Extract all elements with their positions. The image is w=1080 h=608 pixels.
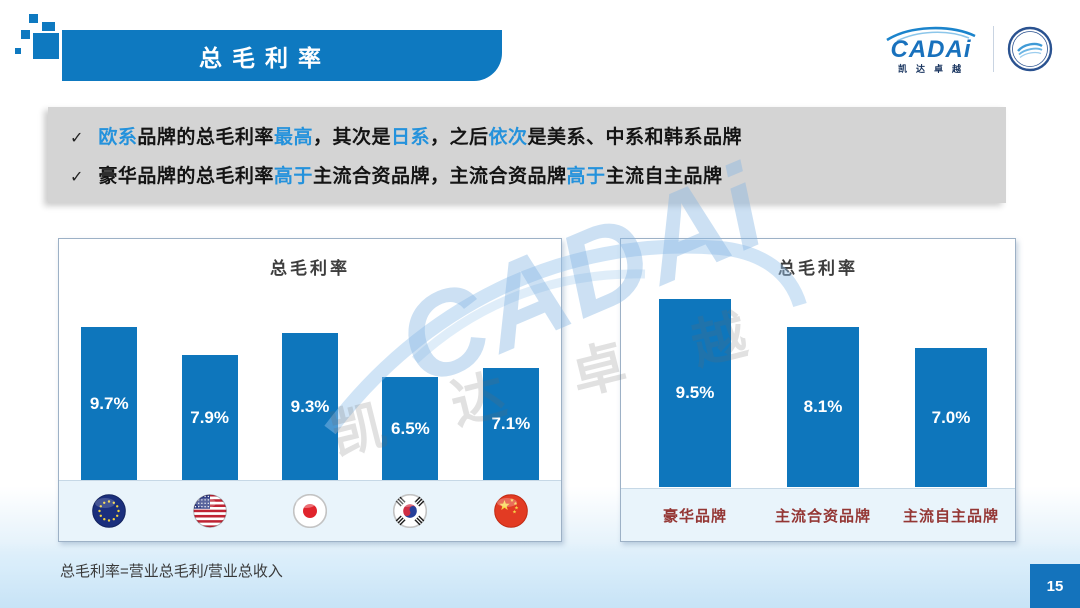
bullet-item: ✓ 豪华品牌的总毛利率高于主流合资品牌，主流合资品牌高于主流自主品牌 (70, 161, 984, 188)
bar: 6.5% (382, 377, 439, 480)
category-cell: 主流自主品牌 (887, 505, 1015, 526)
bar-value-label: 9.5% (675, 383, 715, 402)
bar-chart-by-origin: 9.7% 7.9% 9.3% 6.5% 7.1% (59, 239, 561, 480)
key-findings-box: ✓ 欧系品牌的总毛利率最高，其次是日系，之后依次是美系、中系和韩系品牌 ✓ 豪华品牌的… (48, 107, 1006, 203)
logo-divider (993, 26, 994, 72)
category-label: 主流合资品牌 (774, 507, 871, 525)
category-cell: 主流合资品牌 (759, 505, 887, 526)
category-axis-strip: 豪华品牌 主流合资品牌 主流自主品牌 (621, 488, 1015, 541)
category-cell: 豪华品牌 (631, 505, 759, 526)
deco-square (15, 48, 21, 54)
bar-column: 6.5% (360, 239, 460, 480)
bar-value-label: 9.3% (290, 396, 330, 416)
chart-title: 总毛利率 (778, 259, 858, 278)
bar-column: 9.3% (260, 239, 360, 480)
category-label: 主流自主品牌 (902, 507, 999, 525)
chart-panel-by-tier: 9.5% 8.1% 7.0% 总毛利率 豪华品牌 主流合资品牌 主流自主品牌 (620, 238, 1016, 542)
flag-cell (59, 494, 159, 528)
eu-flag-icon (92, 494, 127, 528)
bottom-decor-band (0, 542, 1080, 608)
title-banner: 总毛利率 (62, 30, 502, 81)
bar-value-label: 7.1% (491, 414, 531, 433)
flag-cell (159, 494, 259, 528)
page-title: 总毛利率 (199, 44, 331, 71)
bar-column: 7.9% (159, 239, 259, 480)
bar-value-label: 7.9% (190, 407, 229, 427)
cadai-brand-text: CADAi (890, 36, 972, 63)
chart-panel-by-origin: 9.7% 7.9% 9.3% 6.5% 7.1% 总毛利率 (58, 238, 562, 542)
check-icon: ✓ (70, 130, 84, 148)
car-swoosh-icon (886, 26, 976, 42)
korea-flag-icon (393, 494, 428, 528)
deco-square (29, 14, 38, 23)
bar: 7.0% (915, 348, 987, 487)
china-flag-icon (494, 494, 528, 528)
page-number: 15 (1030, 564, 1080, 608)
logo-group: CADAi 凯达卓越 (881, 22, 1054, 76)
us-flag-icon (192, 494, 227, 528)
bullet-item: ✓ 欧系品牌的总毛利率最高，其次是日系，之后依次是美系、中系和韩系品牌 (70, 122, 984, 149)
flag-cell (360, 494, 460, 528)
bar-value-label: 6.5% (391, 418, 430, 438)
bullet-text: 欧系品牌的总毛利率最高，其次是日系，之后依次是美系、中系和韩系品牌 (98, 127, 743, 149)
bar-value-label: 9.7% (89, 393, 129, 413)
cadai-logo: CADAi 凯达卓越 (881, 24, 981, 74)
japan-flag-icon (293, 494, 328, 528)
chart-title: 总毛利率 (270, 259, 350, 278)
bar: 7.1% (482, 368, 539, 480)
check-icon: ✓ (70, 168, 84, 186)
footnote: 总毛利率=营业总毛利/营业总收入 (60, 563, 283, 580)
bar-column: 8.1% (759, 239, 887, 487)
bar: 8.1% (787, 327, 859, 487)
flag-axis-strip (59, 480, 561, 541)
flag-cell (260, 494, 360, 528)
bar-chart-by-tier: 9.5% 8.1% 7.0% (621, 239, 1015, 487)
category-label: 豪华品牌 (662, 507, 727, 525)
deco-square (31, 31, 61, 61)
bar: 9.5% (659, 299, 731, 487)
bar-column: 7.0% (887, 239, 1015, 487)
bar-column: 9.5% (631, 239, 759, 487)
bar-column: 9.7% (59, 239, 159, 480)
bullet-text: 豪华品牌的总毛利率高于主流合资品牌，主流合资品牌高于主流自主品牌 (98, 165, 723, 187)
bar-value-label: 8.1% (803, 397, 843, 416)
bar: 9.7% (81, 327, 138, 480)
bar-column: 7.1% (461, 239, 561, 480)
badge-logo-icon (1007, 26, 1053, 72)
bar: 9.3% (282, 333, 339, 480)
deco-square (21, 30, 30, 39)
bar-value-label: 7.0% (931, 407, 971, 427)
bar: 7.9% (181, 355, 238, 480)
cadai-brand-subtext: 凯达卓越 (897, 64, 970, 74)
flag-cell (461, 494, 561, 528)
